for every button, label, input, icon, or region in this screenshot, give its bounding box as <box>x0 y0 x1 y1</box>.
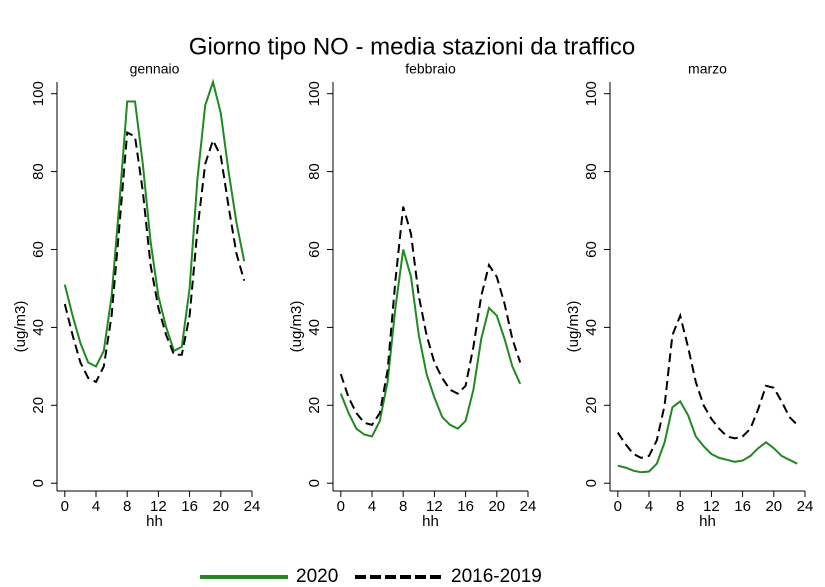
y-tick-label: 0 <box>306 479 323 487</box>
y-tick-label: 60 <box>30 241 47 258</box>
panel-title: gennaio <box>130 61 180 77</box>
series-line <box>616 312 798 459</box>
x-tick-label: 4 <box>645 498 653 515</box>
y-axis-label: (ug/m3) <box>12 301 29 353</box>
x-tick-label: 12 <box>426 498 443 515</box>
x-tick-label: 12 <box>703 498 720 515</box>
y-tick-label: 80 <box>306 163 323 180</box>
x-tick-label: 16 <box>734 498 751 515</box>
legend-label: 2016-2019 <box>451 566 542 587</box>
x-tick-label: 4 <box>92 498 100 515</box>
x-tick-label: 24 <box>520 498 537 515</box>
x-tick-label: 20 <box>212 498 229 515</box>
legend-label: 2020 <box>296 566 338 587</box>
y-tick-label: 40 <box>306 319 323 336</box>
x-tick-label: 20 <box>488 498 505 515</box>
x-tick-label: 24 <box>797 498 814 515</box>
x-tick-label: 8 <box>123 498 131 515</box>
x-tick-label: 0 <box>337 498 345 515</box>
x-tick-label: 20 <box>765 498 782 515</box>
y-tick-label: 0 <box>30 479 47 487</box>
y-tick-label: 80 <box>583 163 600 180</box>
y-tick-label: 20 <box>306 397 323 414</box>
x-tick-label: 12 <box>150 498 167 515</box>
y-tick-label: 100 <box>306 81 323 106</box>
y-tick-label: 20 <box>30 397 47 414</box>
series-line <box>63 78 246 368</box>
x-axis-label: hh <box>422 513 439 530</box>
y-tick-label: 20 <box>583 397 600 414</box>
series-line <box>339 249 522 438</box>
series-line <box>339 206 522 426</box>
y-axis-label: (ug/m3) <box>565 301 582 353</box>
x-tick-label: 16 <box>457 498 474 515</box>
x-tick-label: 4 <box>368 498 376 515</box>
x-tick-label: 0 <box>61 498 69 515</box>
y-tick-label: 40 <box>583 319 600 336</box>
x-tick-label: 24 <box>244 498 261 515</box>
x-axis-label: hh <box>146 513 163 530</box>
y-axis-label: (ug/m3) <box>288 301 305 353</box>
series-line <box>63 131 246 384</box>
series-line <box>617 399 798 474</box>
x-tick-label: 8 <box>676 498 684 515</box>
y-tick-label: 80 <box>30 163 47 180</box>
panel-title: febbraio <box>405 61 456 77</box>
x-tick-label: 0 <box>614 498 622 515</box>
y-tick-label: 60 <box>583 241 600 258</box>
x-tick-label: 8 <box>399 498 407 515</box>
y-tick-label: 40 <box>30 319 47 336</box>
y-tick-label: 100 <box>583 81 600 106</box>
y-tick-label: 0 <box>583 479 600 487</box>
panel-title: marzo <box>688 61 727 77</box>
x-tick-label: 16 <box>181 498 198 515</box>
chart-title: Giorno tipo NO - media stazioni da traff… <box>189 33 635 60</box>
x-axis-label: hh <box>699 513 716 530</box>
y-tick-label: 60 <box>306 241 323 258</box>
y-tick-label: 100 <box>30 81 47 106</box>
